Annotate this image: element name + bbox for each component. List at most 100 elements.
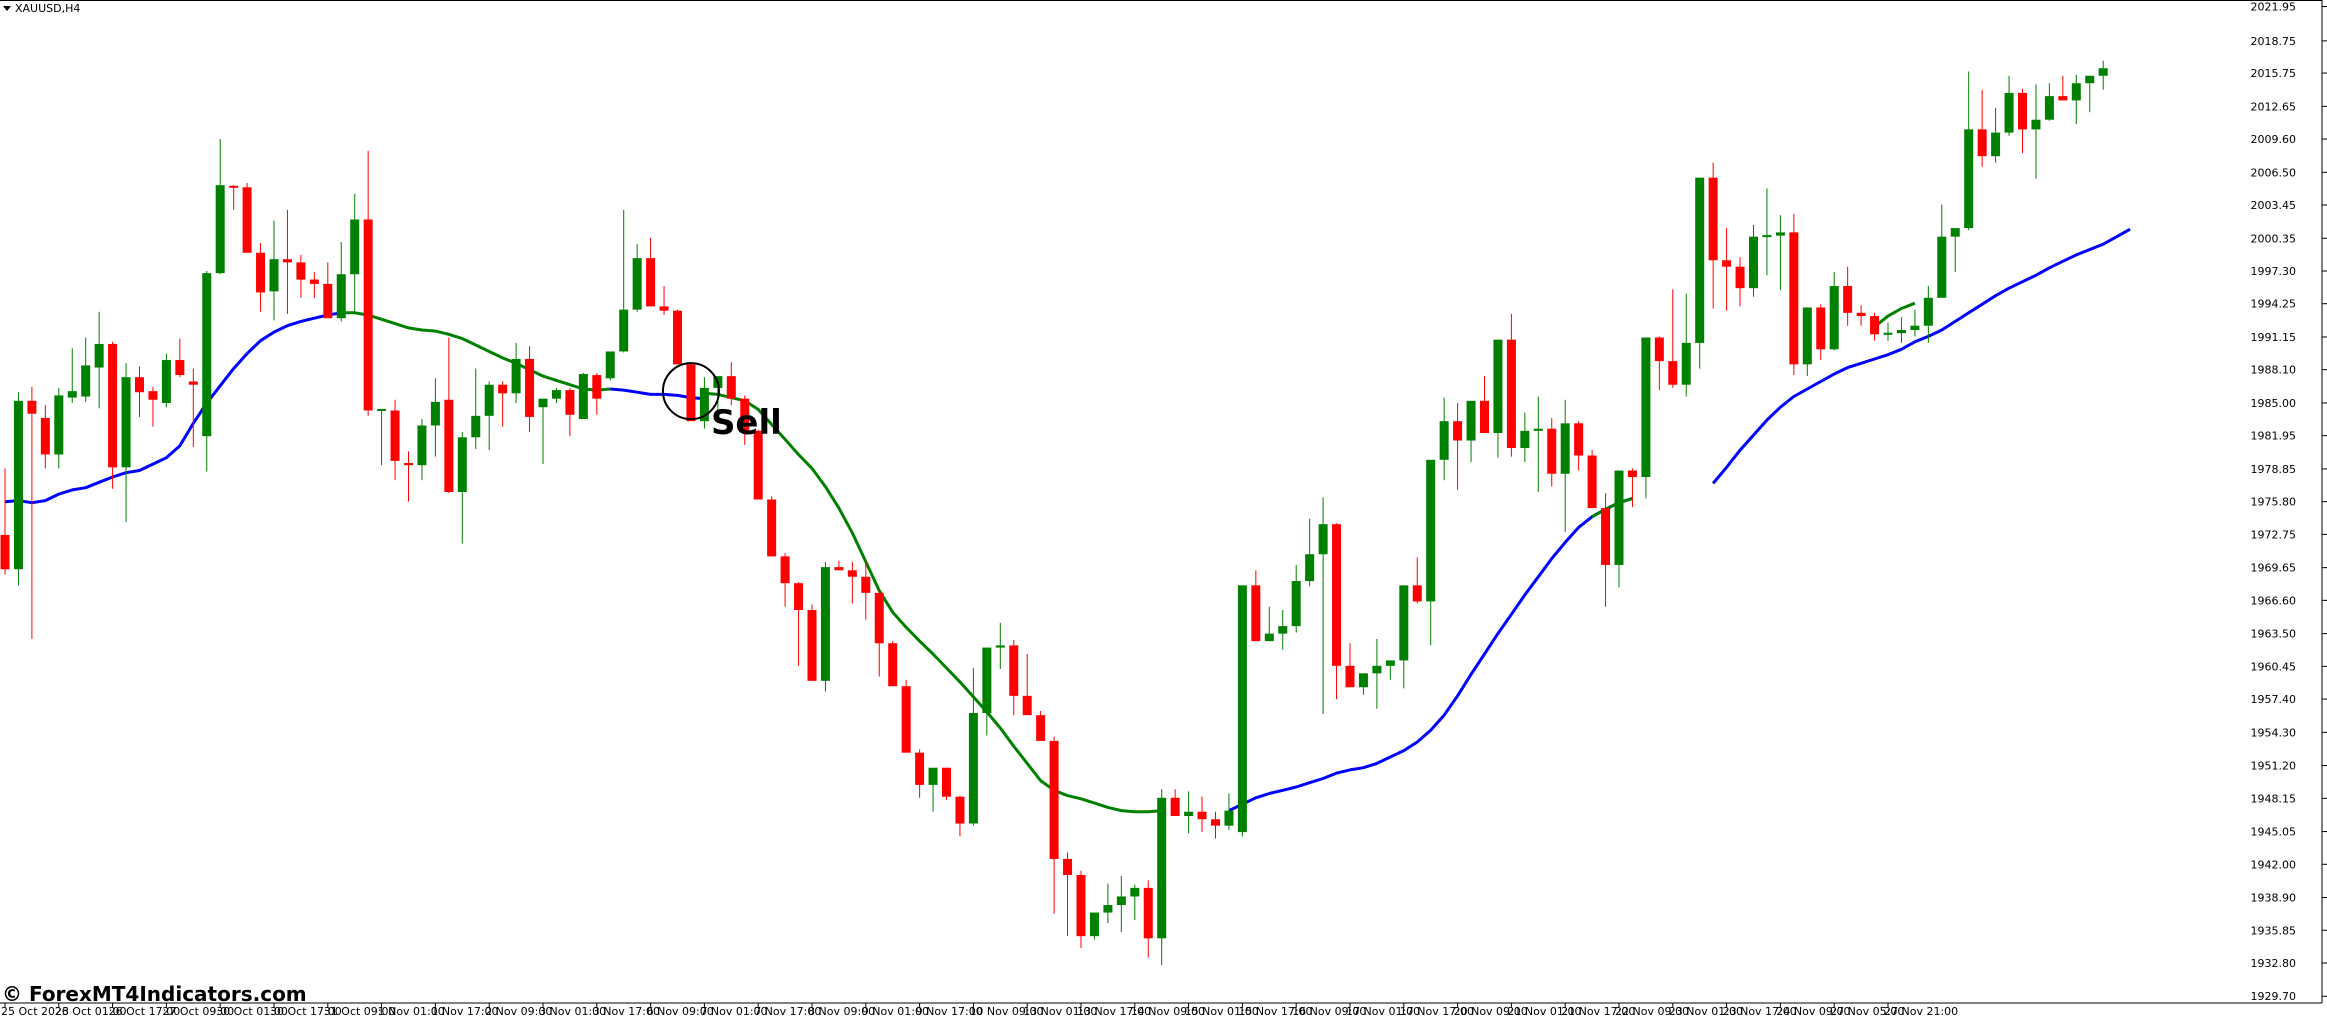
candle-body [27,400,37,414]
candle [1641,337,1651,499]
price-tick-label: 1985.00 [2251,397,2297,410]
candle [1466,400,1476,462]
price-tick-label: 2015.75 [2251,67,2297,80]
candle-body [1614,470,1624,565]
candle [807,604,817,681]
time-tick-label: 10 Nov 09:00 [969,1005,1043,1017]
candle-body [282,259,292,263]
price-tick-label: 1948.15 [2251,792,2297,805]
candle [1143,880,1153,958]
price-tick-label: 1957.40 [2251,693,2297,706]
candle-body [1789,232,1799,365]
candle-body [699,387,709,422]
candle-body [686,364,696,422]
candle [968,667,978,826]
candle [1332,523,1342,700]
candle [1937,204,1947,298]
candle [888,641,898,687]
candle-body [565,390,575,415]
symbol-timeframe-label[interactable]: XAUUSD,H4 [15,2,80,15]
candle-body [1170,797,1180,817]
candle-body [350,219,360,275]
candle [1063,852,1073,937]
candle-body [1439,421,1449,460]
candle-body [551,390,561,399]
candle-body [1466,400,1476,441]
candle [336,242,346,322]
candle [498,381,508,427]
time-tick-label: 30 Oct 01:00 [216,1005,288,1017]
candle-body [538,398,548,408]
candle-body [834,567,844,571]
candle-body [1385,660,1395,666]
time-tick-label: 27 Nov 21:00 [1884,1005,1958,1017]
candle [942,767,951,800]
candle-body [1627,470,1637,477]
candle-body [1910,325,1920,331]
candle-body [229,185,239,188]
moving-average-layer [4,227,2131,814]
candle [282,209,292,314]
candle [1264,606,1274,642]
candle-body [498,384,508,394]
candle [2085,75,2095,113]
candle-body [215,185,225,274]
candle-body [108,343,118,468]
candle [753,429,763,500]
candle-body [1264,633,1274,642]
candle [1802,307,1812,377]
candle-body [40,417,50,455]
candle-body [1224,810,1234,826]
candle [1049,736,1059,914]
price-tick-label: 1978.85 [2251,463,2297,476]
candle-body [1372,665,1382,674]
candle [834,560,844,571]
price-tick-label: 1942.00 [2251,858,2297,871]
candle-body [1601,508,1611,565]
candle-body [1870,316,1880,335]
symbol-dropdown-icon[interactable] [3,6,11,11]
candle [1385,660,1395,680]
candle [1103,883,1113,924]
time-tick-label: 31 Oct 09:00 [324,1005,396,1017]
ma-line-green [1591,496,1633,519]
candle-body [1762,235,1772,238]
candle [1977,89,1987,167]
candle-body [888,643,898,687]
candle [646,237,656,307]
candle [1749,224,1758,297]
candle-body [242,187,252,253]
candle [740,395,750,445]
candle [1789,214,1799,376]
candle [1627,468,1637,508]
candle-body [1399,585,1409,661]
candle-body [982,647,992,714]
candle [94,311,104,409]
candle [1520,412,1530,462]
time-tick-label: 26 Oct 01:00 [55,1005,127,1017]
candle [1211,811,1220,839]
candle [229,185,239,210]
candle-body [1708,177,1718,261]
candle [1533,396,1543,493]
candle [794,582,804,666]
candle-body [377,408,387,411]
candle-body [2004,92,2014,133]
candle-body [1896,330,1906,334]
price-tick-label: 1997.30 [2251,265,2297,278]
time-tick-label: 17 Nov 01:00 [1346,1005,1420,1017]
candle-body [13,400,23,570]
candle-body [2071,83,2081,101]
candle [1560,399,1570,532]
time-tick-label: 7 Nov 17:00 [754,1005,821,1017]
candle [188,368,198,447]
candle-body [1574,423,1584,456]
candle-body [968,713,978,824]
price-tick-label: 1935.85 [2251,924,2297,937]
ma-line-green [704,391,1162,814]
candle-body [1560,423,1570,474]
candle-body [861,576,871,593]
price-tick-label: 1954.30 [2251,726,2297,739]
candle [1654,336,1664,391]
